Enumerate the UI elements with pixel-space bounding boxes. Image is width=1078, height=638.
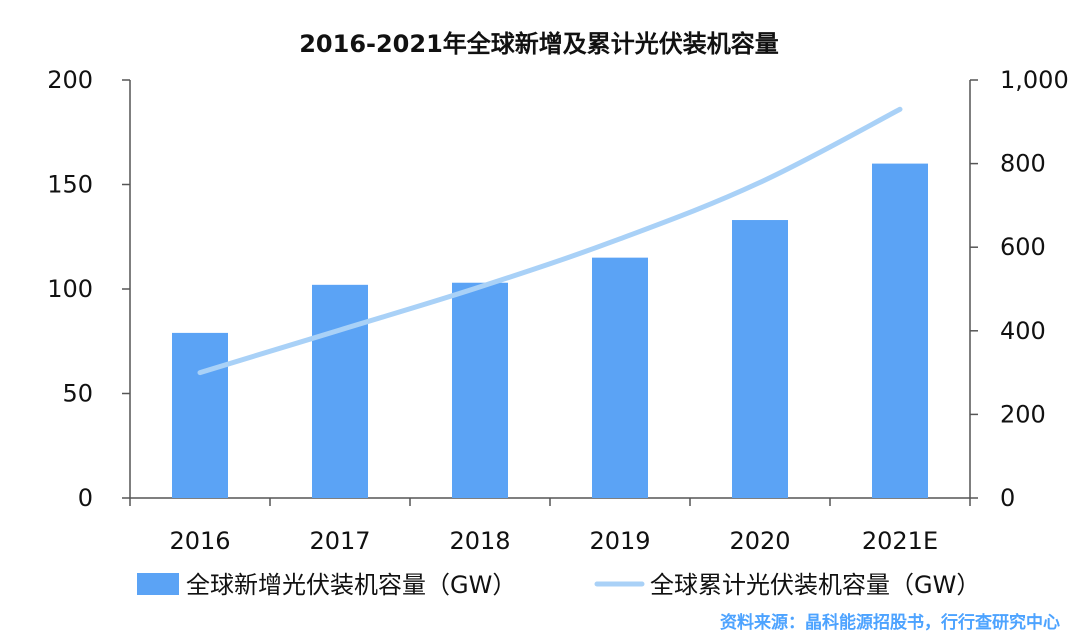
x-axis-ticks: 2016 2017 2018 2019 2020 2021E [169, 527, 938, 555]
bar [172, 332, 228, 498]
y-left-tick-label: 50 [62, 380, 93, 408]
bar [872, 163, 928, 498]
legend-label-bar: 全球新增光伏装机容量（GW） [186, 571, 516, 599]
bar [732, 220, 788, 498]
x-tick-label: 2018 [449, 527, 510, 555]
legend-label-line: 全球累计光伏装机容量（GW） [650, 571, 980, 599]
bar-series [172, 163, 928, 498]
y-right-tick-label: 1,000 [1000, 66, 1069, 94]
line-path [197, 106, 903, 376]
bar [312, 284, 368, 498]
legend-swatch-bar [137, 573, 179, 595]
x-tick-label: 2021E [862, 527, 938, 555]
y-right-tick-label: 600 [1000, 233, 1046, 261]
y-left-tick-label: 100 [47, 275, 93, 303]
x-tick-label: 2020 [729, 527, 790, 555]
line-series [197, 106, 903, 376]
x-tick-label: 2017 [309, 527, 370, 555]
y-right-tick-label: 0 [1000, 484, 1015, 512]
y-right-tick-label: 200 [1000, 400, 1046, 428]
axes [122, 79, 978, 506]
y-right-ticks: 0 200 400 600 800 1,000 [1000, 66, 1069, 512]
legend: 全球新增光伏装机容量（GW） 全球累计光伏装机容量（GW） [137, 571, 980, 599]
source-note: 资料来源：晶科能源招股书，行行查研究中心 [720, 612, 1060, 633]
chart-title: 2016-2021年全球新增及累计光伏装机容量 [299, 30, 779, 58]
y-right-tick-label: 800 [1000, 150, 1046, 178]
bar [592, 257, 648, 498]
x-tick-label: 2019 [589, 527, 650, 555]
bar [452, 282, 508, 498]
y-left-tick-label: 150 [47, 171, 93, 199]
y-left-tick-label: 0 [78, 484, 93, 512]
x-tick-label: 2016 [169, 527, 230, 555]
y-left-ticks: 0 50 100 150 200 [47, 66, 93, 512]
y-right-tick-label: 400 [1000, 317, 1046, 345]
y-left-tick-label: 200 [47, 66, 93, 94]
